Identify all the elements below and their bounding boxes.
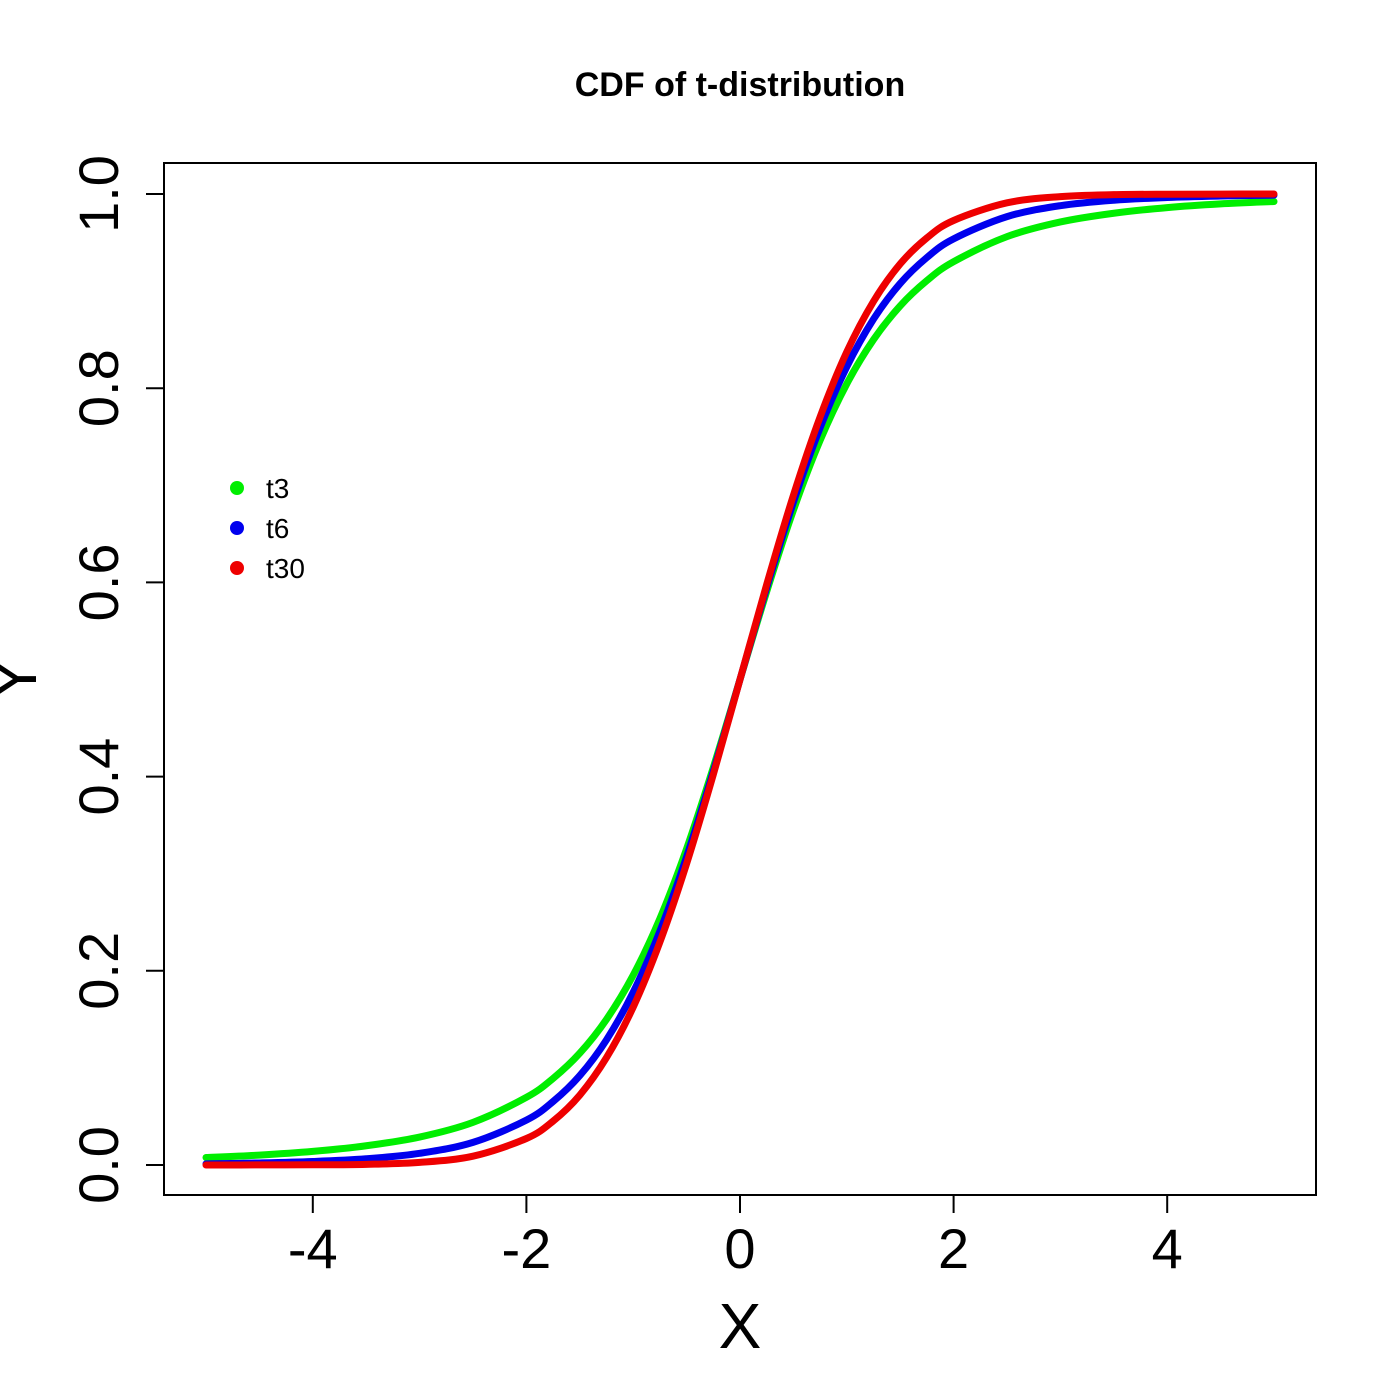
x-tick-label: 2 <box>938 1217 969 1280</box>
legend-marker-t30 <box>230 561 244 575</box>
legend-marker-t3 <box>230 481 244 495</box>
y-tick-label: 0.8 <box>67 349 130 427</box>
x-tick-label: -4 <box>288 1217 338 1280</box>
legend-marker-t6 <box>230 521 244 535</box>
x-axis-label: X <box>719 1290 762 1362</box>
chart-title: CDF of t-distribution <box>575 66 905 104</box>
legend-label-t6: t6 <box>266 513 289 544</box>
legend-label-t3: t3 <box>266 473 289 504</box>
series-line-t30 <box>202 190 1278 1169</box>
x-axis: -4 -2 0 2 4 <box>288 1194 1183 1280</box>
x-tick-label: 4 <box>1152 1217 1183 1280</box>
x-tick-label: -2 <box>502 1217 552 1280</box>
x-tick-label: 0 <box>724 1217 755 1280</box>
legend: t3 t6 t30 <box>230 473 305 584</box>
y-tick-label: 0.0 <box>67 1126 130 1204</box>
series-lines <box>202 190 1278 1169</box>
y-axis-label: Y <box>0 658 50 701</box>
y-tick-label: 0.2 <box>67 932 130 1010</box>
legend-label-t30: t30 <box>266 553 305 584</box>
y-tick-label: 0.6 <box>67 543 130 621</box>
y-tick-label: 1.0 <box>67 155 130 233</box>
y-tick-label: 0.4 <box>67 738 130 816</box>
y-axis: 0.0 0.2 0.4 0.6 0.8 1.0 <box>67 155 165 1204</box>
